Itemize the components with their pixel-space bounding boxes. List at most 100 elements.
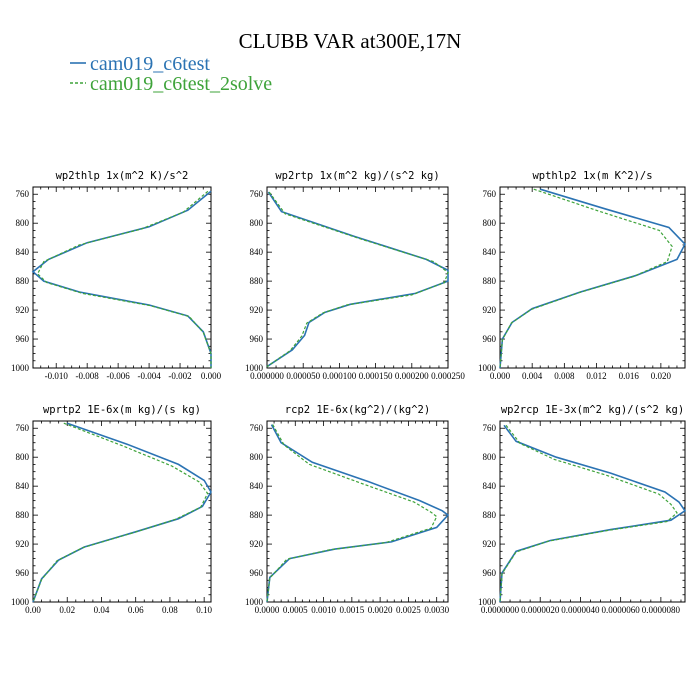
x-tick-label: 0.04	[94, 605, 110, 615]
y-tick-label: 760	[16, 189, 30, 199]
x-tick-label: -0.006	[107, 371, 131, 381]
x-tick-label: 0.0000060	[602, 605, 641, 615]
legend: cam019_c6test cam019_c6test_2solve	[70, 53, 272, 95]
panels: wp2thlp 1x(m^2 K)/s^2 760 800 840 880 920 960 1…	[11, 170, 687, 615]
x-tick-label: 0.0000000	[481, 605, 520, 615]
panel-1: wp2rtp 1x(m^2 kg)/(s^2 kg) 760 800 840 880 92…	[245, 170, 465, 381]
y-tick-label: 840	[483, 247, 497, 257]
x-tick-label: 0.0025	[396, 605, 421, 615]
y-tick-label: 880	[483, 276, 497, 286]
y-tick-label: 840	[250, 247, 264, 257]
y-tick-label: 880	[16, 276, 30, 286]
x-tick-label: 0.012	[586, 371, 606, 381]
y-tick-label: 920	[483, 305, 497, 315]
y-tick-label: 920	[250, 305, 264, 315]
plot-frame	[499, 420, 686, 603]
y-tick-label: 880	[250, 510, 264, 520]
series-line-cam019-c6test-2solve	[266, 424, 438, 603]
y-tick-label: 840	[16, 247, 30, 257]
x-tick-label: 0.06	[128, 605, 144, 615]
series-line-cam019-c6test-2solve	[499, 188, 673, 369]
x-tick-label: 0.0000	[255, 605, 280, 615]
series-line-cam019-c6test	[32, 422, 212, 603]
panel-title: wpthlp2 1x(m K^2)/s	[532, 170, 652, 182]
x-tick-label: 0.000	[490, 371, 511, 381]
y-tick-label: 800	[16, 218, 30, 228]
y-tick-label: 960	[16, 334, 30, 344]
legend-label-0: cam019_c6test	[90, 53, 210, 75]
x-tick-label: 0.000000	[250, 371, 284, 381]
series-line-cam019-c6test-2solve	[499, 424, 678, 603]
x-tick-label: 0.016	[619, 371, 640, 381]
y-tick-label: 840	[250, 481, 264, 491]
y-tick-label: 1000	[11, 363, 30, 373]
x-tick-label: 0.10	[196, 605, 212, 615]
x-tick-label: 0.020	[651, 371, 672, 381]
plot-frame	[32, 186, 212, 369]
legend-label-1: cam019_c6test_2solve	[90, 73, 272, 95]
y-tick-label: 960	[16, 568, 30, 578]
x-tick-label: 0.008	[554, 371, 575, 381]
x-tick-label: -0.010	[45, 371, 69, 381]
series-line-cam019-c6test	[266, 424, 450, 603]
y-tick-label: 1000	[11, 597, 30, 607]
y-tick-label: 960	[250, 568, 264, 578]
y-tick-label: 760	[483, 189, 497, 199]
x-tick-label: 0.000100	[323, 371, 357, 381]
series-line-cam019-c6test	[31, 190, 212, 368]
y-tick-label: 880	[250, 276, 264, 286]
x-tick-label: 0.000	[201, 371, 222, 381]
series-line-cam019-c6test	[499, 188, 686, 369]
y-tick-label: 960	[250, 334, 264, 344]
series-line-cam019-c6test	[499, 424, 687, 603]
panel-title: wp2rcp 1E-3x(m^2 kg)/(s^2 kg)	[501, 404, 684, 416]
x-tick-label: 0.000250	[431, 371, 465, 381]
y-tick-label: 760	[250, 189, 264, 199]
y-tick-label: 800	[16, 452, 30, 462]
y-tick-label: 840	[16, 481, 30, 491]
y-tick-label: 920	[16, 539, 30, 549]
y-tick-label: 840	[483, 481, 497, 491]
panel-title: rcp2 1E-6x(kg^2)/(kg^2)	[285, 404, 430, 416]
chart-title: CLUBB VAR at300E,17N	[239, 29, 462, 53]
x-tick-label: -0.002	[168, 371, 191, 381]
plot-frame	[266, 186, 449, 369]
plot-frame	[32, 420, 212, 603]
x-tick-label: 0.0000040	[561, 605, 600, 615]
y-tick-label: 760	[16, 423, 30, 433]
panel-title: wp2thlp 1x(m^2 K)/s^2	[56, 170, 189, 182]
panel-5: wp2rcp 1E-3x(m^2 kg)/(s^2 kg) 760 800 840 88…	[478, 404, 687, 615]
plot-frame	[266, 420, 449, 603]
y-tick-label: 960	[483, 568, 497, 578]
plot-frame	[499, 186, 686, 369]
y-tick-label: 880	[483, 510, 497, 520]
x-tick-label: 0.000050	[286, 371, 320, 381]
series-line-cam019-c6test-2solve	[32, 422, 209, 603]
x-tick-label: 0.0005	[283, 605, 308, 615]
x-tick-label: 0.02	[59, 605, 75, 615]
y-tick-label: 880	[16, 510, 30, 520]
x-tick-label: 0.00	[25, 605, 41, 615]
panel-2: wpthlp2 1x(m K^2)/s 760 800 840 880 920 960 100…	[478, 170, 686, 381]
y-tick-label: 1000	[245, 363, 264, 373]
panel-0: wp2thlp 1x(m^2 K)/s^2 760 800 840 880 920 960 1…	[11, 170, 222, 381]
y-tick-label: 800	[250, 452, 264, 462]
x-tick-label: 0.0000020	[521, 605, 560, 615]
y-tick-label: 760	[483, 423, 497, 433]
series-line-cam019-c6test	[266, 191, 449, 368]
x-tick-label: 0.0015	[339, 605, 364, 615]
x-tick-label: 0.000150	[359, 371, 393, 381]
x-tick-label: 0.000200	[395, 371, 429, 381]
y-tick-label: 1000	[245, 597, 264, 607]
y-tick-label: 960	[483, 334, 497, 344]
panel-3: wprtp2 1E-6x(m kg)/(s kg) 760 800 840 880 920…	[11, 404, 213, 615]
x-tick-label: -0.008	[76, 371, 100, 381]
x-tick-label: 0.004	[522, 371, 543, 381]
y-tick-label: 800	[483, 218, 497, 228]
y-tick-label: 920	[16, 305, 30, 315]
y-tick-label: 920	[250, 539, 264, 549]
y-tick-label: 1000	[478, 363, 497, 373]
series-line-cam019-c6test-2solve	[266, 191, 449, 368]
y-tick-label: 800	[483, 452, 497, 462]
y-tick-label: 760	[250, 423, 264, 433]
